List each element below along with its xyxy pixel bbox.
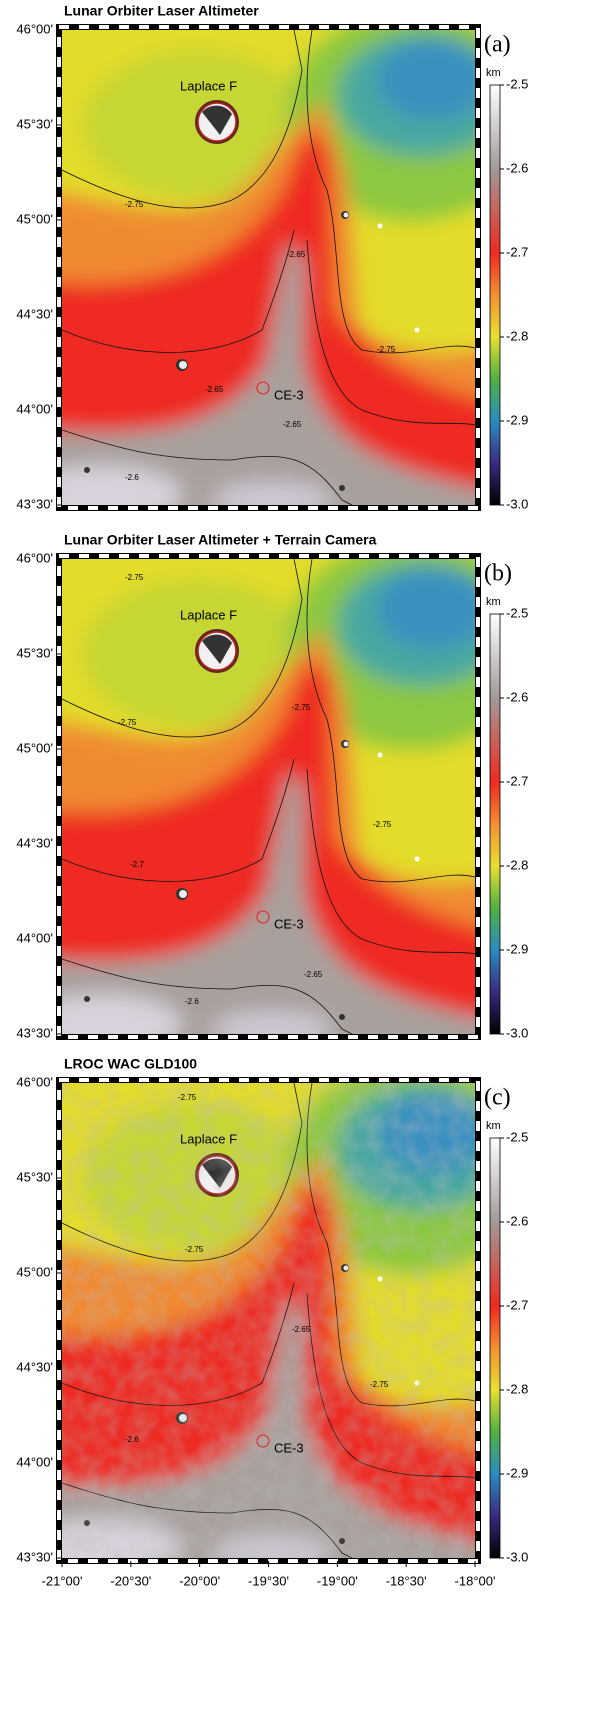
- colorbar-tick-label: -3.0: [506, 496, 528, 511]
- y-tick-label: 44°00': [16, 401, 53, 416]
- map-frame-dash: [57, 25, 480, 510]
- landing-site: [256, 1434, 270, 1448]
- panel-title: Lunar Orbiter Laser Altimeter + Terrain …: [64, 532, 377, 548]
- contour-label: -2.65: [304, 970, 323, 979]
- colorbar-tick-label: -3.0: [506, 1549, 528, 1564]
- contour-label: -2.75: [125, 573, 144, 582]
- y-tick-label: 45°00': [16, 740, 53, 755]
- colorbar-unit: km: [486, 67, 501, 79]
- map-panel: Lunar Orbiter Laser Altimeter + Terrain …: [16, 532, 537, 1054]
- terrain-map: [22, 539, 537, 1054]
- contour-label: -2.75: [125, 200, 144, 209]
- contour-label: -2.6: [125, 473, 139, 482]
- x-tick-label: -21°00': [42, 1573, 83, 1588]
- y-tick-label: 46°00': [16, 21, 53, 36]
- y-tick-label: 44°00': [16, 1454, 53, 1469]
- y-tick-label: 46°00': [16, 550, 53, 565]
- y-tick-label: 43°30': [16, 496, 53, 511]
- y-tick-label: 44°30': [16, 835, 53, 850]
- panel-letter: (c): [484, 1085, 511, 1111]
- colorbar-tick-label: -2.9: [506, 941, 528, 956]
- contour-label: -2.75: [292, 703, 311, 712]
- colorbar-tick-label: -2.7: [506, 1297, 528, 1312]
- colorbar-tick-label: -2.5: [506, 76, 528, 91]
- y-tick-label: 44°00': [16, 930, 53, 945]
- y-tick-label: 44°30': [16, 1359, 53, 1374]
- colorbar-tick-label: -2.6: [506, 1213, 528, 1228]
- site-label: CE-3: [274, 387, 304, 402]
- crater-label: Laplace F: [180, 78, 237, 93]
- contour-label: -2.75: [377, 345, 396, 354]
- colorbar: [489, 613, 501, 1035]
- panel-letter: (b): [484, 561, 512, 587]
- shaded-relief: [62, 1083, 475, 1558]
- x-tick-label: -19°30': [248, 1573, 289, 1588]
- y-tick-label: 45°30': [16, 116, 53, 131]
- x-tick-label: -18°00': [455, 1573, 496, 1588]
- y-tick-label: 45°30': [16, 1169, 53, 1184]
- site-label: CE-3: [274, 916, 304, 931]
- x-tick-label: -20°00': [179, 1573, 220, 1588]
- crater-label: Laplace F: [180, 1131, 237, 1146]
- contour-label: -2.75: [178, 1093, 197, 1102]
- colorbar-unit: km: [486, 1120, 501, 1132]
- colorbar-tick-label: -2.6: [506, 160, 528, 175]
- y-tick-label: 45°30': [16, 645, 53, 660]
- map-frame-dash: [57, 554, 480, 1039]
- map-panel: LROC WAC GLD100 Laplace F CE-3 -2.75 -2.75 -2…: [16, 1056, 537, 1578]
- colorbar-tick-label: -2.8: [506, 857, 528, 872]
- colorbar-tick-label: -2.8: [506, 328, 528, 343]
- colorbar-tick-label: -2.7: [506, 244, 528, 259]
- colorbar: [489, 84, 501, 506]
- x-tick-label: -19°00': [317, 1573, 358, 1588]
- y-tick-label: 43°30': [16, 1549, 53, 1564]
- x-tick-label: -20°30': [110, 1573, 151, 1588]
- panel-title: Lunar Orbiter Laser Altimeter: [64, 3, 259, 19]
- colorbar-tick-label: -2.6: [506, 689, 528, 704]
- contour-label: -2.75: [370, 1380, 389, 1389]
- contour-label: -2.7: [130, 860, 144, 869]
- colorbar-tick-label: -2.5: [506, 1129, 528, 1144]
- panel-title: LROC WAC GLD100: [64, 1056, 197, 1072]
- contour-label: -2.75: [118, 718, 137, 727]
- contour-label: -2.65: [283, 420, 302, 429]
- landing-site: [256, 381, 270, 395]
- colorbar-tick-label: -2.9: [506, 1465, 528, 1480]
- panel-letter: (a): [484, 32, 511, 58]
- y-tick-label: 45°00': [16, 1264, 53, 1279]
- y-tick-label: 44°30': [16, 306, 53, 321]
- colorbar: [489, 1137, 501, 1559]
- contour-label: -2.65: [205, 385, 224, 394]
- contour-label: -2.6: [125, 1435, 139, 1444]
- colorbar-tick-label: -2.9: [506, 412, 528, 427]
- contour-label: -2.65: [292, 1325, 311, 1334]
- y-tick-label: 43°30': [16, 1025, 53, 1040]
- crater-label: Laplace F: [180, 607, 237, 622]
- contour-label: -2.75: [185, 1245, 204, 1254]
- landing-site: [256, 910, 270, 924]
- map-panel: Lunar Orbiter Laser Altimeter Laplace F CE…: [16, 3, 537, 525]
- site-label: CE-3: [274, 1440, 304, 1455]
- terrain-map: [22, 10, 537, 525]
- colorbar-tick-label: -2.8: [506, 1381, 528, 1396]
- x-tick-label: -18°30': [386, 1573, 427, 1588]
- contour-label: -2.6: [185, 997, 199, 1006]
- y-tick-label: 46°00': [16, 1074, 53, 1089]
- contour-label: -2.65: [287, 250, 306, 259]
- colorbar-tick-label: -2.7: [506, 773, 528, 788]
- colorbar-tick-label: -3.0: [506, 1025, 528, 1040]
- colorbar-unit: km: [486, 596, 501, 608]
- y-tick-label: 45°00': [16, 211, 53, 226]
- contour-label: -2.75: [373, 820, 392, 829]
- colorbar-tick-label: -2.5: [506, 605, 528, 620]
